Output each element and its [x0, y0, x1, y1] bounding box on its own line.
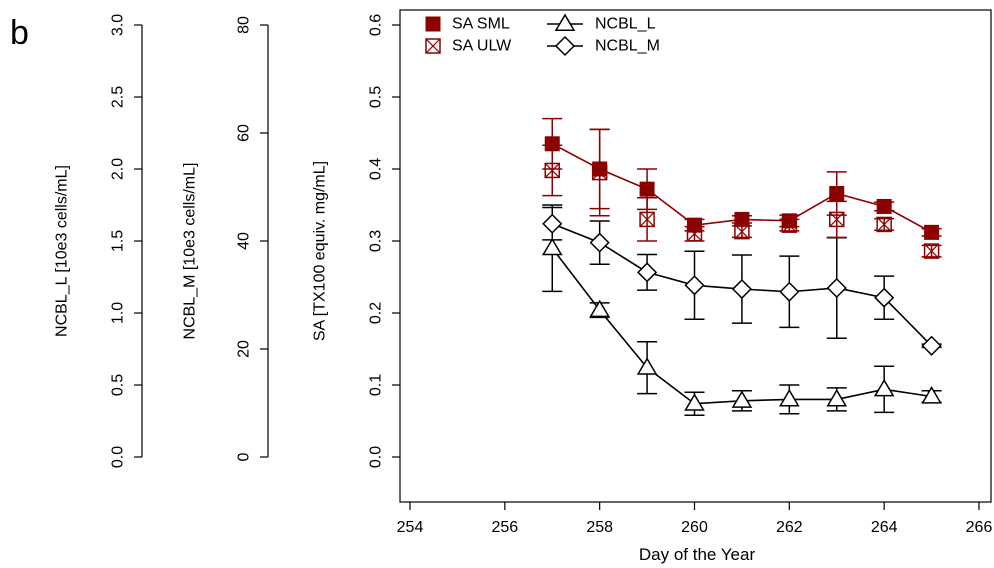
y-axis-ncbl_m: 0 20 40 60 80 NCBL_M [10e3 cells/mL] — [182, 16, 269, 461]
legend-marker — [554, 35, 576, 57]
legend-marker — [425, 38, 441, 54]
x-tick-label: 260 — [681, 519, 708, 536]
x-tick-label: 256 — [491, 519, 518, 536]
data-point — [829, 185, 845, 201]
data-point — [781, 213, 797, 229]
data-point — [874, 287, 895, 308]
data-point — [876, 198, 892, 214]
axes-layer: 0.0 0.5 1.0 1.5 2.0 2.5 3.0 NCBL_L [10e3 cells/… — [54, 9, 993, 536]
y-tick-label: 0.5 — [110, 374, 127, 396]
legend-layer: SA SML SA ULW NCBL_L NCBL_M — [425, 13, 660, 57]
series-ncbl-m — [542, 206, 942, 356]
marker-cross — [425, 38, 441, 54]
legend-label: SA SML — [452, 16, 510, 33]
y-tick-label: 0.5 — [368, 86, 385, 108]
y-tick-label: 0.0 — [368, 446, 385, 468]
legend-entry-sa-sml: SA SML — [425, 16, 510, 33]
data-point — [734, 211, 750, 227]
marker-cross — [639, 211, 655, 227]
data-point — [731, 278, 752, 300]
marker-cross — [876, 217, 892, 232]
x-tick-label: 258 — [586, 519, 613, 536]
legend-marker — [554, 13, 576, 32]
data-point — [731, 390, 753, 408]
data-point — [544, 136, 560, 152]
legend-entry-ncbl-m: NCBL_M — [547, 35, 660, 57]
y-tick-label: 0 — [236, 452, 253, 461]
legend-label: NCBL_M — [595, 38, 660, 55]
series-sa-sml — [542, 117, 942, 240]
y-tick-label: 0.2 — [368, 302, 385, 324]
y-tick-label: 40 — [236, 232, 253, 250]
data-point — [826, 388, 848, 407]
y-tick-label: 1.5 — [110, 230, 127, 252]
y-tick-label: 0.3 — [368, 230, 385, 252]
marker-cross — [544, 163, 560, 178]
y-tick-label: 2.5 — [110, 86, 127, 108]
data-point — [826, 277, 847, 299]
y-tick-label: 0.6 — [368, 14, 385, 36]
x-tick-label: 266 — [966, 519, 993, 536]
data-point — [636, 357, 658, 375]
legend-marker — [425, 16, 441, 32]
data-point — [873, 378, 895, 397]
marker-box — [425, 38, 441, 54]
plot-frame — [399, 9, 992, 503]
legend-label: SA ULW — [452, 38, 512, 55]
y-axis-label-sa: SA [TX100 equiv. mg/mL] — [312, 161, 329, 341]
y-axis-ncbl_l: 0.0 0.5 1.0 1.5 2.0 2.5 3.0 NCBL_L [10e3 cells/… — [54, 14, 143, 468]
data-point — [923, 243, 940, 259]
y-tick-label: 0.0 — [110, 446, 127, 468]
marker-cross — [924, 243, 940, 259]
data-point — [592, 161, 608, 177]
data-point — [639, 211, 655, 228]
x-axis-label: Day of the Year — [639, 545, 756, 564]
data-point — [637, 262, 658, 283]
y-axis-label-ncbl_m: NCBL_M [10e3 cells/mL] — [182, 163, 199, 340]
y-axis-label-ncbl_l: NCBL_L [10e3 cells/mL] — [54, 165, 71, 337]
x-tick-label: 262 — [776, 519, 803, 536]
y-tick-label: 3.0 — [110, 14, 127, 36]
x-axis: 254 256 258 260 262 264 266 — [397, 502, 993, 536]
y-tick-label: 1.0 — [110, 302, 127, 324]
data-point — [779, 281, 800, 302]
marker-box — [639, 211, 655, 228]
data-point — [924, 224, 940, 240]
marker-cross — [734, 224, 750, 240]
y-axis-sa: 0.0 0.1 0.2 0.3 0.4 0.5 0.6 SA [TX100 equiv. mg… — [312, 14, 400, 468]
legend-entry-ncbl-l: NCBL_L — [547, 13, 656, 33]
y-tick-label: 0.4 — [368, 158, 385, 180]
data-point — [684, 393, 705, 411]
legend-entry-sa-ulw: SA ULW — [425, 38, 512, 55]
marker-box — [923, 243, 940, 259]
data-point — [687, 217, 702, 233]
data-point — [684, 275, 705, 296]
x-tick-label: 264 — [871, 519, 898, 536]
y-tick-label: 80 — [236, 16, 253, 34]
legend-label: NCBL_L — [595, 16, 656, 33]
data-point — [589, 232, 610, 253]
series-layer — [541, 117, 942, 416]
data-point — [639, 181, 655, 197]
data-point — [542, 213, 563, 234]
x-tick-label: 254 — [397, 519, 424, 536]
data-point — [541, 237, 563, 256]
panel-label: b — [10, 14, 29, 52]
y-tick-label: 2.0 — [110, 158, 127, 180]
data-point — [779, 388, 800, 407]
marker-box — [876, 216, 892, 233]
data-point — [876, 216, 892, 233]
data-point — [589, 299, 610, 318]
data-point — [544, 162, 560, 179]
y-tick-label: 20 — [236, 340, 253, 358]
y-tick-label: 0.1 — [368, 374, 385, 396]
y-tick-label: 60 — [236, 124, 253, 142]
data-point — [921, 335, 942, 356]
data-point — [921, 386, 942, 404]
